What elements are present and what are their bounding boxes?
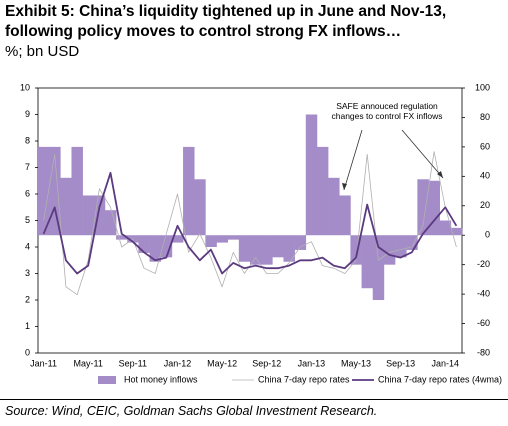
bar: [171, 235, 184, 243]
bar: [294, 235, 307, 250]
y-tick-label: 1: [25, 321, 30, 331]
y-tick-label: 4: [25, 241, 30, 251]
line: [42, 171, 458, 275]
x-tick-label: May-12: [207, 358, 237, 368]
bar: [183, 146, 195, 236]
y-tick-label: 9: [25, 109, 30, 119]
bar: [450, 227, 463, 236]
arrow-head: [437, 171, 443, 178]
x-tick-label: Jan-14: [431, 358, 459, 368]
y2-tick-label: 40: [480, 171, 490, 181]
y2-tick-label: 0: [485, 230, 490, 240]
bar: [216, 235, 228, 243]
y-tick-label: 8: [25, 135, 30, 145]
y-tick-label: 7: [25, 162, 30, 172]
separator: [0, 399, 508, 400]
bar: [261, 235, 273, 265]
x-tick-label: Sep-12: [252, 358, 281, 368]
bar: [38, 146, 50, 236]
annotation: SAFE annouced regulation changes to cont…: [331, 101, 443, 121]
source: Source: Wind, CEIC, Goldman Sachs Global…: [5, 404, 378, 418]
bar: [283, 235, 295, 262]
bar: [328, 177, 340, 236]
legend-label: Hot money inflows: [124, 374, 198, 384]
bar: [383, 235, 396, 265]
bar: [71, 146, 83, 236]
chart-title: Exhibit 5: China’s liquidity tightened u…: [5, 3, 447, 40]
y-tick-label: 3: [25, 268, 30, 278]
bar: [138, 235, 150, 253]
bar: [49, 146, 61, 236]
x-tick-label: Sep-13: [386, 358, 415, 368]
bar: [160, 235, 173, 258]
bar: [250, 235, 262, 265]
y2-tick-label: -60: [477, 318, 490, 328]
bar: [395, 235, 407, 258]
bar: [93, 195, 106, 236]
bar: [116, 235, 128, 240]
x-tick-label: Sep-11: [119, 358, 147, 368]
y-tick-label: 0: [25, 347, 30, 357]
arrow: [401, 129, 444, 179]
legend-label: China 7-day repo rates: [258, 374, 350, 384]
y2-tick-label: 80: [480, 112, 490, 122]
bar: [104, 210, 117, 236]
y2-tick-label: 60: [480, 141, 490, 151]
bar: [227, 235, 240, 240]
bar: [238, 235, 251, 262]
y-tick-label: 6: [25, 188, 30, 198]
y2-tick-label: -40: [477, 288, 490, 298]
bar: [149, 235, 162, 262]
y2-tick-label: 20: [480, 200, 490, 210]
x-tick-label: Jan-13: [298, 358, 326, 368]
legend-swatch: [98, 376, 116, 384]
x-tick-label: Jan-11: [30, 358, 57, 368]
chart-subtitle: %; bn USD: [5, 43, 80, 60]
bar: [82, 195, 95, 236]
bar: [361, 235, 374, 289]
bar: [417, 179, 429, 236]
bar: [350, 235, 362, 265]
y-tick-label: 5: [25, 215, 30, 225]
arrow: [343, 129, 363, 191]
bar: [372, 235, 385, 300]
bar: [439, 220, 452, 236]
bar: [339, 195, 351, 236]
y2-tick-label: 100: [475, 82, 490, 92]
y-tick-label: 10: [20, 82, 30, 92]
x-tick-label: Jan-12: [164, 358, 192, 368]
bar: [194, 179, 206, 236]
bar: [272, 235, 284, 258]
bar: [60, 177, 72, 236]
bar: [205, 235, 217, 247]
y-tick-label: 2: [25, 294, 30, 304]
bar: [406, 235, 418, 250]
bar: [428, 180, 440, 236]
bar: [316, 146, 329, 236]
legend-label: China 7-day repo rates (4wma): [378, 374, 502, 384]
y2-tick-label: -80: [477, 347, 490, 357]
y2-tick-label: -20: [477, 259, 490, 269]
bar: [305, 114, 318, 236]
x-tick-label: May-13: [341, 358, 371, 368]
x-tick-label: May-11: [74, 358, 103, 368]
arrow-head: [342, 183, 347, 190]
